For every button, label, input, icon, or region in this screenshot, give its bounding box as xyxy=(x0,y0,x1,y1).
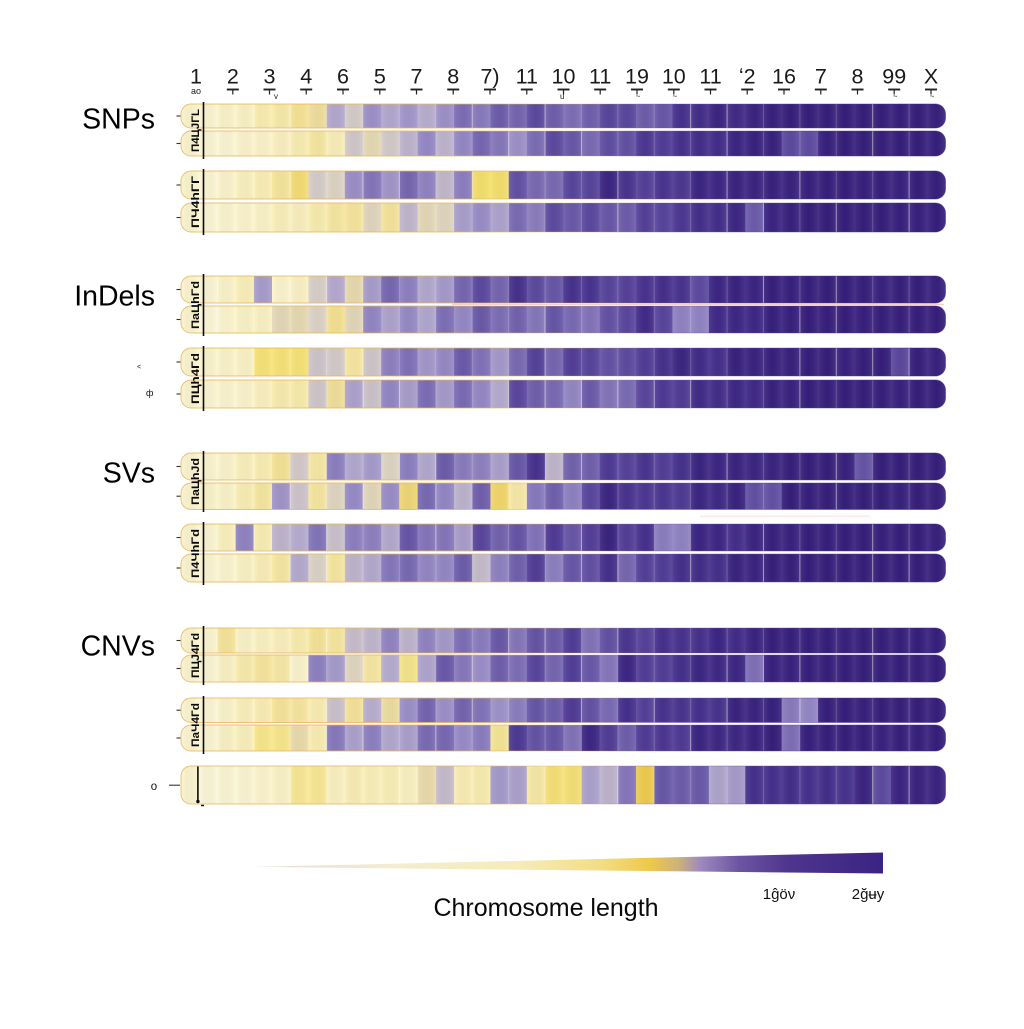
svg-text:SNPs: SNPs xyxy=(82,104,155,136)
svg-text:6: 6 xyxy=(337,65,349,89)
svg-text:Π4ЧhΓd: Π4ЧhΓd xyxy=(190,529,202,578)
svg-text:11: 11 xyxy=(699,65,721,89)
svg-text:7): 7) xyxy=(480,65,499,89)
svg-text:2ğʉy: 2ğʉy xyxy=(852,886,885,903)
svg-text:10: 10 xyxy=(662,65,686,89)
svg-text:<: < xyxy=(137,364,141,371)
svg-text:Π4ЦJΓL: Π4ЦJΓL xyxy=(190,109,202,152)
svg-text:4: 4 xyxy=(300,65,312,89)
svg-text:SVs: SVs xyxy=(103,458,155,490)
svg-text:~: ~ xyxy=(893,92,898,101)
svg-text:ΠЧ4hΓГ: ΠЧ4hΓГ xyxy=(190,175,202,228)
svg-text:11: 11 xyxy=(516,65,538,89)
svg-text:5: 5 xyxy=(374,65,386,89)
svg-text:ΠaЦhJd: ΠaЦhJd xyxy=(190,458,202,505)
svg-text:1ĝöν: 1ĝöν xyxy=(763,886,796,903)
svg-text:ф: ф xyxy=(146,388,154,398)
svg-text:u: u xyxy=(560,92,564,101)
svg-text:o: o xyxy=(151,781,157,793)
svg-text:InDels: InDels xyxy=(74,281,155,313)
svg-text:Chromosome length: Chromosome length xyxy=(433,894,658,922)
svg-text:ΠЦh4Гd: ΠЦh4Гd xyxy=(190,353,202,404)
svg-text:ΠaЦhΓd: ΠaЦhΓd xyxy=(190,281,202,329)
svg-text:7: 7 xyxy=(815,65,827,89)
svg-text:8: 8 xyxy=(447,65,459,89)
svg-text:~: ~ xyxy=(930,92,935,101)
svg-text:~: ~ xyxy=(672,92,677,101)
svg-text:99: 99 xyxy=(882,65,906,89)
svg-text:ʻ2: ʻ2 xyxy=(739,65,756,89)
svg-text:11: 11 xyxy=(589,65,611,89)
svg-text:10: 10 xyxy=(552,65,576,89)
svg-text:X: X xyxy=(924,65,938,89)
svg-text:1: 1 xyxy=(190,65,202,89)
svg-text:ao: ao xyxy=(191,86,201,96)
svg-text:2: 2 xyxy=(227,65,239,89)
svg-text:8: 8 xyxy=(852,65,864,89)
svg-text:ΠЦJ4Γd: ΠЦJ4Γd xyxy=(190,633,202,678)
svg-text:3: 3 xyxy=(264,65,276,89)
svg-text:v: v xyxy=(274,92,278,101)
svg-text:19: 19 xyxy=(625,65,649,89)
svg-text:16: 16 xyxy=(772,65,796,89)
svg-text:~: ~ xyxy=(636,92,641,101)
svg-text:ΠaЧ4Гd: ΠaЧ4Гd xyxy=(190,703,202,747)
svg-text:CNVs: CNVs xyxy=(81,631,155,663)
svg-text:7: 7 xyxy=(411,65,423,89)
